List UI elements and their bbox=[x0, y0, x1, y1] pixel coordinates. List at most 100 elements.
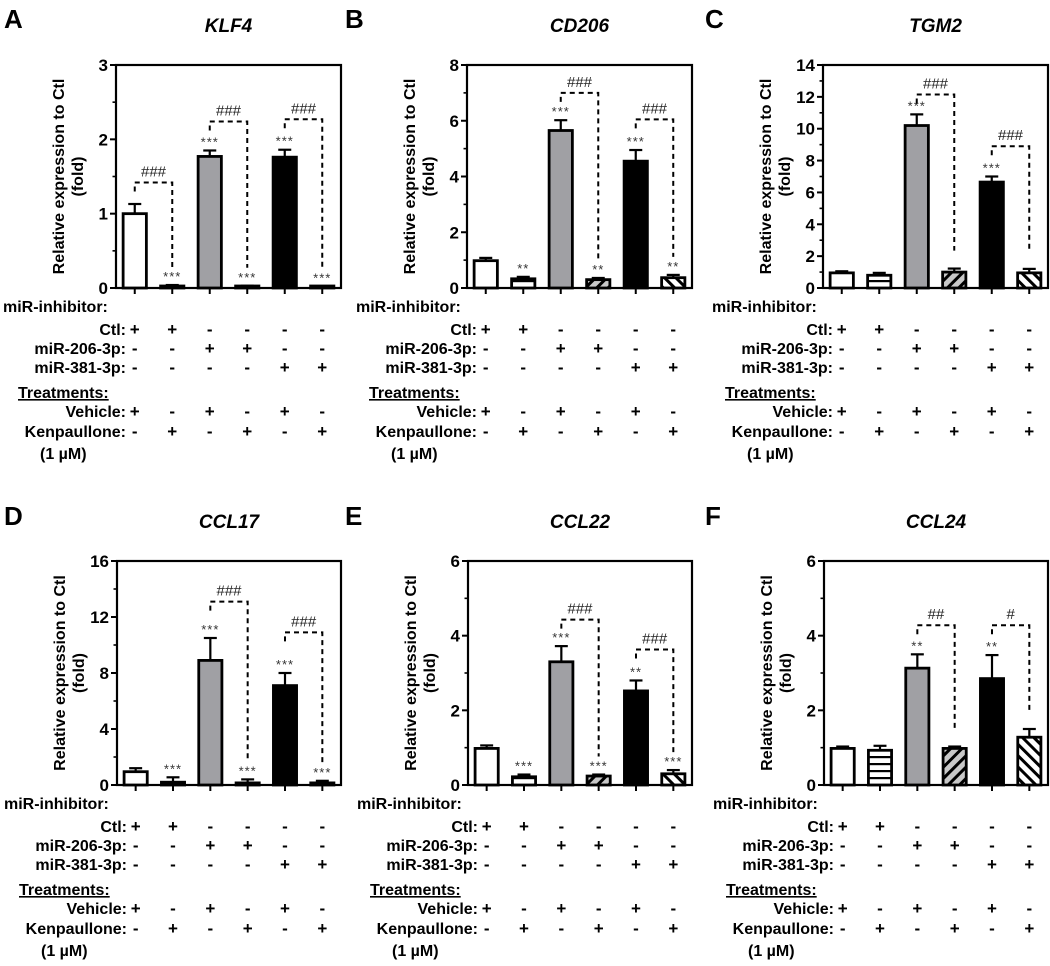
chart-title: KLF4 bbox=[205, 16, 253, 37]
y-axis-label: Relative expression to Ctl (fold) bbox=[52, 575, 88, 771]
y-tick-label: 8 bbox=[806, 152, 815, 171]
condition-cell: + bbox=[481, 320, 491, 339]
condition-cell: + bbox=[280, 855, 290, 874]
condition-row-label: miR-206-3p: bbox=[741, 341, 833, 358]
condition-row-label: miR-206-3p: bbox=[35, 838, 127, 855]
condition-cell: + bbox=[631, 855, 641, 874]
condition-row-label: miR-381-3p: bbox=[34, 360, 126, 377]
bar bbox=[623, 689, 649, 787]
condition-cell: - bbox=[670, 339, 676, 358]
bar bbox=[121, 212, 148, 290]
chart-title: TGM2 bbox=[909, 16, 962, 37]
condition-cell: + bbox=[317, 855, 327, 874]
condition-row-label: Vehicle: bbox=[67, 901, 127, 918]
bar bbox=[660, 772, 687, 787]
condition-cell: + bbox=[243, 919, 253, 938]
condition-row-label: Kenpaullone: bbox=[25, 424, 126, 441]
condition-cell: - bbox=[319, 402, 325, 421]
comparison-bracket bbox=[284, 631, 324, 763]
concentration-note: (1 µM) bbox=[41, 943, 88, 960]
y-axis-label: Relative expression to Ctl (fold) bbox=[51, 79, 87, 275]
condition-cell: + bbox=[205, 836, 215, 855]
bar bbox=[271, 155, 298, 290]
condition-cell: - bbox=[596, 817, 602, 836]
condition-row-label: Vehicle: bbox=[774, 901, 834, 918]
condition-row-label: Ctl: bbox=[450, 322, 477, 339]
y-tick-label: 16 bbox=[90, 552, 109, 571]
bar bbox=[473, 747, 500, 787]
condition-cell: - bbox=[670, 402, 676, 421]
y-tick-label: 2 bbox=[807, 701, 816, 720]
bar bbox=[828, 271, 855, 290]
bracket-label: ### bbox=[998, 127, 1024, 144]
significance-stars: *** bbox=[276, 134, 294, 149]
condition-cell: - bbox=[558, 919, 564, 938]
condition-cell: - bbox=[670, 899, 676, 918]
condition-row-label: miR-206-3p: bbox=[34, 341, 126, 358]
condition-cell: + bbox=[950, 919, 960, 938]
condition-cell: - bbox=[633, 320, 639, 339]
significance-stars: *** bbox=[590, 759, 608, 774]
panel-a: A KLF4 Relative expression to Ctl (fold) 0 1 2… bbox=[3, 4, 343, 463]
y-tick-label: 6 bbox=[807, 552, 816, 571]
condition-cell: - bbox=[914, 817, 920, 836]
condition-cell: + bbox=[280, 899, 290, 918]
bracket-label: ### bbox=[567, 601, 593, 618]
condition-cell: - bbox=[877, 899, 883, 918]
condition-cell: + bbox=[205, 402, 215, 421]
condition-row-label: Vehicle: bbox=[418, 901, 478, 918]
condition-cell: - bbox=[670, 817, 676, 836]
bar bbox=[1016, 735, 1043, 787]
condition-cell: - bbox=[1026, 836, 1032, 855]
condition-cell: - bbox=[282, 919, 288, 938]
condition-cell: + bbox=[874, 320, 884, 339]
condition-cell: - bbox=[170, 899, 176, 918]
plot-frame bbox=[465, 63, 694, 290]
condition-cell: + bbox=[837, 402, 847, 421]
condition-cell: - bbox=[840, 919, 846, 938]
bracket-label: ### bbox=[216, 583, 242, 600]
condition-cell: + bbox=[317, 919, 327, 938]
condition-group-title: Treatments: bbox=[369, 385, 460, 402]
bar bbox=[309, 284, 336, 290]
condition-cell: - bbox=[914, 919, 920, 938]
y-tick-label: 6 bbox=[450, 112, 459, 131]
condition-cell: - bbox=[1026, 320, 1032, 339]
condition-cell: - bbox=[132, 422, 138, 441]
bracket-label: ### bbox=[141, 163, 167, 180]
y-axis-label: Relative expression to Ctl (fold) bbox=[759, 575, 795, 771]
condition-cell: + bbox=[482, 817, 492, 836]
condition-cell: + bbox=[280, 402, 290, 421]
condition-cell: - bbox=[1026, 339, 1032, 358]
condition-cell: + bbox=[912, 339, 922, 358]
bracket-label: ### bbox=[642, 630, 668, 647]
condition-cell: - bbox=[483, 358, 489, 377]
condition-cell: - bbox=[132, 339, 138, 358]
condition-cell: - bbox=[989, 836, 995, 855]
significance-stars: *** bbox=[201, 134, 219, 149]
panel-letter: A bbox=[4, 4, 23, 34]
condition-cell: + bbox=[912, 402, 922, 421]
panel-letter: B bbox=[345, 4, 364, 34]
y-tick-label: 0 bbox=[450, 279, 459, 298]
y-tick-label: 6 bbox=[806, 183, 815, 202]
condition-row-label: Ctl: bbox=[100, 819, 127, 836]
comparison-bracket bbox=[209, 600, 249, 762]
condition-cell: - bbox=[952, 855, 958, 874]
condition-cell: - bbox=[633, 919, 639, 938]
condition-group-title: Treatments: bbox=[726, 882, 817, 899]
condition-cell: + bbox=[130, 320, 140, 339]
condition-group-title: miR-inhibitor: bbox=[357, 796, 462, 813]
condition-cell: - bbox=[839, 339, 845, 358]
plot-frame bbox=[466, 559, 694, 787]
condition-row-label: Kenpaullone: bbox=[26, 921, 127, 938]
bar bbox=[978, 180, 1005, 290]
y-axis-label-line: Relative expression to Ctl bbox=[402, 79, 419, 275]
condition-row-label: Kenpaullone: bbox=[732, 424, 833, 441]
condition-cell: + bbox=[838, 817, 848, 836]
condition-cell: - bbox=[989, 817, 995, 836]
condition-group-title: miR-inhibitor: bbox=[4, 796, 109, 813]
bar bbox=[941, 747, 968, 787]
condition-cell: - bbox=[840, 855, 846, 874]
condition-cell: - bbox=[914, 422, 920, 441]
